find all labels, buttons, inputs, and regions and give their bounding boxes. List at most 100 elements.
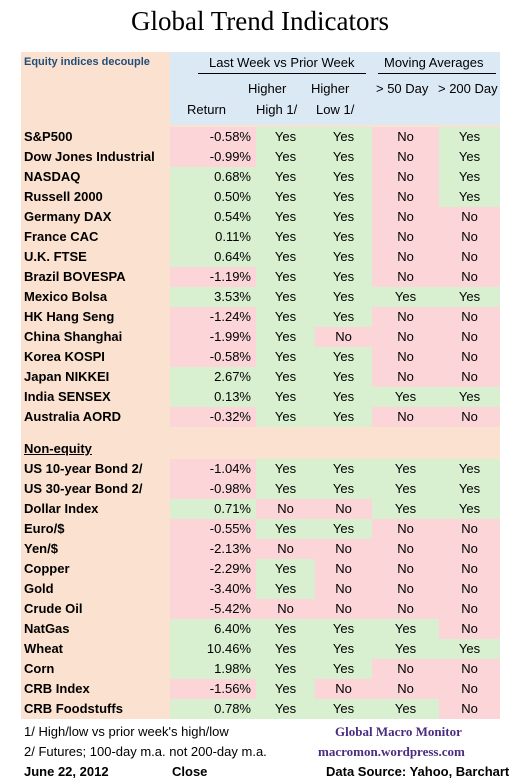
header-ma50: > 50 Day (376, 81, 429, 96)
higher-high-cell: No (256, 539, 315, 559)
ma50-cell: No (372, 187, 439, 207)
higher-high-cell: Yes (256, 519, 315, 539)
table-row: Australia AORD -0.32% Yes Yes No No (21, 407, 500, 427)
higher-high-cell: Yes (256, 187, 315, 207)
higher-low-cell: Yes (315, 267, 372, 287)
ma200-cell: No (439, 699, 500, 719)
higher-low-cell: Yes (315, 619, 372, 639)
spacer (21, 427, 500, 439)
higher-high-cell: Yes (256, 659, 315, 679)
ma50-cell: No (372, 147, 439, 167)
ma50-cell: No (372, 599, 439, 619)
header-name-block (21, 52, 170, 125)
ma50-cell: No (372, 227, 439, 247)
higher-low-cell: Yes (315, 407, 372, 427)
ma50-cell: No (372, 367, 439, 387)
row-name: France CAC (21, 227, 170, 247)
row-name: NatGas (21, 619, 170, 639)
higher-low-cell: Yes (315, 639, 372, 659)
ma50-cell: Yes (372, 387, 439, 407)
higher-high-cell: Yes (256, 579, 315, 599)
table-row: Japan NIKKEI 2.67% Yes Yes No No (21, 367, 500, 387)
higher-low-cell: Yes (315, 307, 372, 327)
return-cell: 0.68% (170, 167, 256, 187)
higher-low-cell: Yes (315, 479, 372, 499)
header-return: Return (187, 102, 227, 117)
higher-low-cell: Yes (315, 287, 372, 307)
row-name: Dollar Index (21, 499, 170, 519)
ma200-cell: Yes (439, 127, 500, 147)
header-group-weekly: Last Week vs Prior Week (209, 55, 355, 70)
ma50-cell: No (372, 247, 439, 267)
return-cell: 0.64% (170, 247, 256, 267)
return-cell: -2.29% (170, 559, 256, 579)
row-name: Euro/$ (21, 519, 170, 539)
return-cell: 0.54% (170, 207, 256, 227)
ma200-cell: No (439, 679, 500, 699)
higher-low-cell: Yes (315, 147, 372, 167)
non-equity-table: US 10-year Bond 2/-1.04% Yes Yes Yes Yes US 3… (21, 459, 500, 719)
row-name: US 30-year Bond 2/ (21, 479, 170, 499)
table-row: France CAC 0.11% Yes Yes No No (21, 227, 500, 247)
row-name: Japan NIKKEI (21, 367, 170, 387)
header-higher-low-line1: Higher (311, 81, 350, 96)
higher-low-cell: No (315, 539, 372, 559)
row-name: Gold (21, 579, 170, 599)
ma200-cell: Yes (439, 459, 500, 479)
return-cell: 0.71% (170, 499, 256, 519)
higher-high-cell: Yes (256, 207, 315, 227)
higher-low-cell: Yes (315, 227, 372, 247)
higher-high-cell: Yes (256, 327, 315, 347)
ma50-cell: No (372, 307, 439, 327)
return-cell: 0.11% (170, 227, 256, 247)
ma50-cell: No (372, 327, 439, 347)
ma50-cell: Yes (372, 287, 439, 307)
return-cell: -0.99% (170, 147, 256, 167)
return-cell: -3.40% (170, 579, 256, 599)
ma50-cell: No (372, 167, 439, 187)
date-label: June 22, 2012 (24, 764, 109, 779)
higher-high-cell: Yes (256, 459, 315, 479)
higher-high-cell: Yes (256, 127, 315, 147)
table-row: U.K. FTSE 0.64% Yes Yes No No (21, 247, 500, 267)
header-underline (378, 73, 496, 74)
ma200-cell: No (439, 367, 500, 387)
row-name: Brazil BOVESPA (21, 267, 170, 287)
row-name: Corn (21, 659, 170, 679)
higher-low-cell: Yes (315, 699, 372, 719)
ma200-cell: No (439, 207, 500, 227)
ma200-cell: Yes (439, 639, 500, 659)
table-row: Yen/$ -2.13% No No No No (21, 539, 500, 559)
return-cell: -1.99% (170, 327, 256, 347)
close-label: Close (172, 764, 208, 779)
ma50-cell: No (372, 659, 439, 679)
higher-low-cell: No (315, 599, 372, 619)
non-equity-label: Non-equity (24, 441, 92, 456)
header-higher-high-line2: High 1/ (256, 102, 298, 117)
table-row: NatGas 6.40% Yes Yes Yes No (21, 619, 500, 639)
return-cell: -0.58% (170, 127, 256, 147)
higher-low-cell: No (315, 559, 372, 579)
ma200-cell: Yes (439, 479, 500, 499)
page-title: Global Trend Indicators (131, 6, 389, 36)
row-name: Yen/$ (21, 539, 170, 559)
higher-low-cell: Yes (315, 187, 372, 207)
ma200-cell: No (439, 579, 500, 599)
table-row: Brazil BOVESPA -1.19% Yes Yes No No (21, 267, 500, 287)
ma50-cell: No (372, 679, 439, 699)
table-row: US 30-year Bond 2/-0.98% Yes Yes Yes Yes (21, 479, 500, 499)
return-cell: -1.24% (170, 307, 256, 327)
ma50-cell: No (372, 207, 439, 227)
higher-low-cell: Yes (315, 347, 372, 367)
data-source: Data Source: Yahoo, Barchart (326, 764, 510, 779)
ma50-cell: No (372, 127, 439, 147)
table-row: Mexico Bolsa 3.53% Yes Yes Yes Yes (21, 287, 500, 307)
return-cell: -0.55% (170, 519, 256, 539)
ma50-cell: Yes (372, 699, 439, 719)
table-row: Crude Oil -5.42% No No No No (21, 599, 500, 619)
return-cell: 1.98% (170, 659, 256, 679)
ma50-cell: No (372, 559, 439, 579)
brand-name: Global Macro Monitor (335, 724, 462, 739)
higher-low-cell: Yes (315, 127, 372, 147)
table-row: Germany DAX 0.54% Yes Yes No No (21, 207, 500, 227)
